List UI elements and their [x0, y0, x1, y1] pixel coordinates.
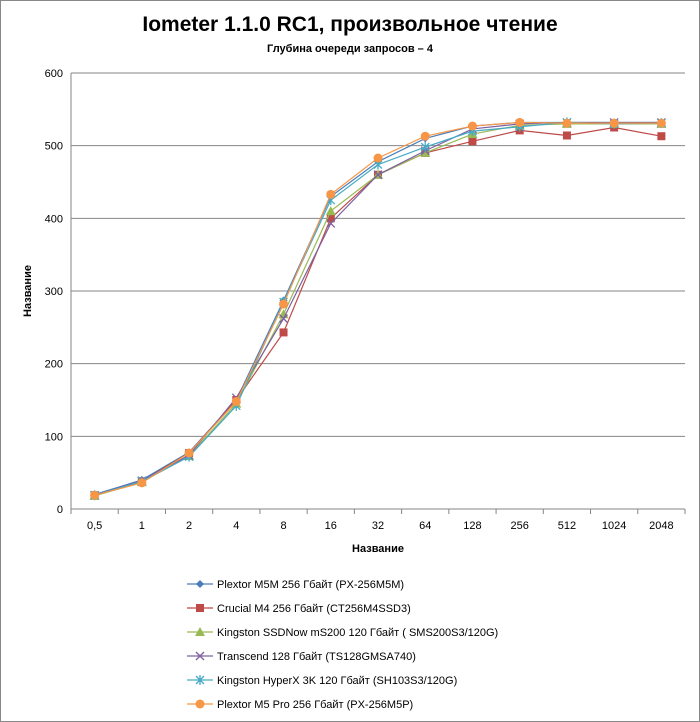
y-tick-label: 0 — [57, 504, 63, 516]
x-tick-label: 32 — [372, 520, 384, 532]
marker-x — [279, 314, 288, 324]
marker-triangle — [325, 206, 336, 216]
series-5: Plextor M5 Pro 256 Гбайт (PX-256M5P) — [90, 117, 666, 711]
marker-circle — [90, 490, 100, 500]
marker-circle — [467, 121, 477, 131]
x-tick-label: 4 — [233, 520, 239, 532]
marker-circle — [609, 118, 619, 128]
legend-label: Crucial M4 256 Гбайт (CT256M4SSD3) — [217, 603, 411, 615]
x-tick-label: 16 — [325, 520, 337, 532]
x-tick-label: 64 — [419, 520, 431, 532]
marker-x — [326, 218, 336, 228]
y-tick-label: 200 — [45, 359, 63, 371]
marker-circle — [373, 153, 383, 163]
marker-square — [657, 132, 666, 141]
y-tick-label: 400 — [45, 213, 63, 225]
x-tick-label: 2048 — [649, 520, 673, 532]
series-4: Kingston HyperX 3K 120 Гбайт (SH103S3/12… — [90, 117, 666, 687]
chart-title: Iometer 1.1.0 RC1, произвольное чтение — [142, 13, 558, 36]
y-axis-label: Название — [22, 265, 34, 317]
marker-circle — [184, 448, 194, 458]
x-tick-label: 128 — [463, 520, 481, 532]
marker-square — [196, 604, 204, 612]
x-tick-label: 0,5 — [87, 520, 102, 532]
marker-triangle — [420, 147, 431, 157]
y-tick-label: 100 — [45, 431, 63, 443]
x-tick-label: 512 — [558, 520, 576, 532]
series-2: Kingston SSDNow mS200 120 Гбайт ( SMS200… — [89, 118, 667, 639]
marker-circle — [195, 699, 205, 709]
chart-subtitle: Глубина очереди запросов – 4 — [267, 43, 433, 55]
x-tick-label: 1024 — [602, 520, 626, 532]
y-tick-label: 300 — [45, 286, 63, 298]
marker-star — [420, 142, 430, 153]
x-tick-label: 2 — [186, 520, 192, 532]
marker-x — [373, 170, 383, 180]
marker-square — [326, 214, 335, 223]
marker-circle — [279, 299, 289, 309]
marker-circle — [137, 478, 147, 488]
x-tick-label: 8 — [280, 520, 286, 532]
marker-circle — [231, 396, 241, 406]
series-line — [94, 126, 662, 496]
series-1: Crucial M4 256 Гбайт (CT256M4SSD3) — [90, 123, 666, 615]
marker-x — [195, 651, 205, 661]
series-line — [94, 123, 662, 497]
legend-label: Transcend 128 Гбайт (TS128GMSA740) — [217, 651, 416, 663]
marker-triangle — [195, 627, 205, 636]
y-tick-label: 500 — [45, 141, 63, 153]
y-tick-label: 600 — [45, 68, 63, 80]
legend-label: Kingston SSDNow mS200 120 Гбайт ( SMS200… — [217, 627, 498, 639]
legend-label: Plextor M5 Pro 256 Гбайт (PX-256M5P) — [217, 699, 413, 711]
x-tick-label: 256 — [511, 520, 529, 532]
marker-square — [279, 328, 288, 337]
legend-label: Plextor M5M 256 Гбайт (PX-256M5M) — [217, 579, 404, 591]
marker-square — [468, 137, 477, 146]
marker-circle — [562, 118, 572, 128]
marker-star — [195, 675, 205, 685]
legend-label: Kingston HyperX 3K 120 Гбайт (SH103S3/12… — [217, 675, 457, 687]
marker-circle — [420, 131, 430, 141]
marker-circle — [656, 118, 666, 128]
marker-circle — [515, 117, 525, 127]
marker-diamond — [196, 580, 204, 588]
marker-square — [562, 131, 571, 140]
x-axis-label: Название — [352, 543, 404, 555]
x-tick-label: 1 — [139, 520, 145, 532]
marker-circle — [326, 189, 336, 199]
